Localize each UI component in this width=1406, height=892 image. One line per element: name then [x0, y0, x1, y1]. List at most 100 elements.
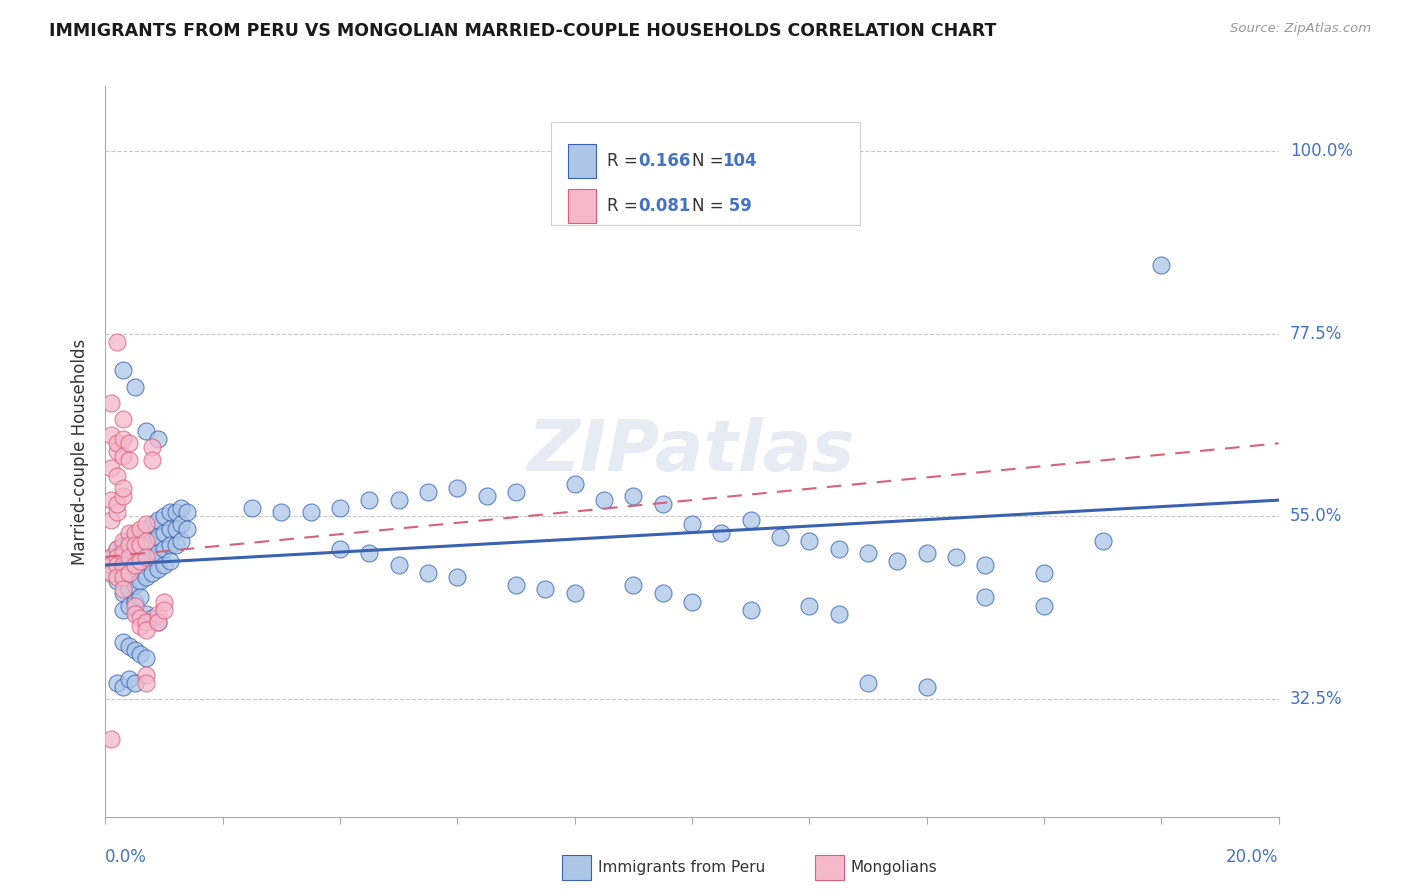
Point	[124, 675, 146, 690]
Point	[118, 566, 141, 581]
Point	[146, 432, 169, 446]
Point	[111, 546, 134, 560]
Point	[135, 615, 157, 629]
Point	[111, 586, 134, 600]
Point	[534, 582, 557, 597]
Point	[124, 607, 146, 621]
Text: N =: N =	[692, 197, 728, 215]
Point	[105, 549, 128, 564]
Point	[135, 607, 157, 621]
Point	[387, 558, 409, 572]
Point	[505, 578, 527, 592]
Point	[135, 424, 157, 438]
Point	[621, 578, 644, 592]
Point	[270, 505, 292, 519]
Point	[118, 538, 141, 552]
Point	[105, 468, 128, 483]
Point	[387, 493, 409, 508]
Point	[165, 505, 187, 519]
Point	[651, 586, 673, 600]
Point	[118, 436, 141, 450]
Point	[135, 570, 157, 584]
Point	[100, 513, 122, 527]
Point	[769, 530, 792, 544]
Point	[135, 549, 157, 564]
Point	[146, 615, 169, 629]
Point	[124, 643, 146, 657]
Point	[153, 558, 176, 572]
Point	[159, 538, 181, 552]
Point	[118, 672, 141, 686]
Point	[105, 574, 128, 589]
Point	[176, 505, 198, 519]
Point	[111, 570, 134, 584]
Point	[564, 586, 586, 600]
Point	[129, 525, 152, 540]
Point	[446, 570, 468, 584]
Point	[141, 566, 163, 581]
Point	[146, 562, 169, 576]
Point	[153, 541, 176, 556]
Text: 55.0%: 55.0%	[1289, 508, 1341, 525]
Point	[1032, 599, 1054, 613]
Point	[100, 493, 122, 508]
Point	[111, 432, 134, 446]
Point	[135, 533, 157, 548]
Point	[124, 578, 146, 592]
Point	[1150, 258, 1173, 272]
Point	[129, 558, 152, 572]
Point	[974, 558, 997, 572]
Point	[129, 647, 152, 661]
Point	[135, 517, 157, 532]
Point	[799, 533, 821, 548]
Point	[129, 591, 152, 605]
Point	[129, 611, 152, 625]
Point	[146, 615, 169, 629]
Point	[111, 538, 134, 552]
Point	[915, 680, 938, 694]
Point	[165, 522, 187, 536]
Point	[118, 525, 141, 540]
Text: IMMIGRANTS FROM PERU VS MONGOLIAN MARRIED-COUPLE HOUSEHOLDS CORRELATION CHART: IMMIGRANTS FROM PERU VS MONGOLIAN MARRIE…	[49, 22, 997, 40]
Point	[146, 530, 169, 544]
Point	[111, 449, 134, 463]
Point	[146, 513, 169, 527]
Point	[124, 379, 146, 393]
Point	[100, 549, 122, 564]
Point	[446, 481, 468, 495]
Point	[111, 602, 134, 616]
Text: R =: R =	[607, 197, 644, 215]
Point	[827, 541, 849, 556]
Point	[135, 538, 157, 552]
Point	[124, 599, 146, 613]
Point	[118, 549, 141, 564]
Text: 0.0%: 0.0%	[105, 847, 148, 866]
Point	[592, 493, 614, 508]
Point	[505, 485, 527, 500]
Point	[118, 582, 141, 597]
Point	[651, 497, 673, 511]
Point	[124, 538, 146, 552]
Point	[100, 460, 122, 475]
Point	[856, 546, 879, 560]
Point	[129, 619, 152, 633]
Point	[135, 522, 157, 536]
Text: Immigrants from Peru: Immigrants from Peru	[598, 861, 765, 875]
Point	[359, 546, 381, 560]
Text: R =: R =	[607, 152, 644, 170]
Text: ZIPatlas: ZIPatlas	[529, 417, 856, 486]
Point	[124, 594, 146, 608]
Point	[915, 546, 938, 560]
Point	[111, 489, 134, 503]
Point	[135, 675, 157, 690]
Point	[146, 546, 169, 560]
Point	[129, 538, 152, 552]
Point	[710, 525, 733, 540]
Point	[681, 517, 703, 532]
Text: 104: 104	[723, 152, 758, 170]
Point	[159, 522, 181, 536]
Point	[799, 599, 821, 613]
Point	[111, 481, 134, 495]
Text: 0.081: 0.081	[638, 197, 690, 215]
Point	[153, 602, 176, 616]
